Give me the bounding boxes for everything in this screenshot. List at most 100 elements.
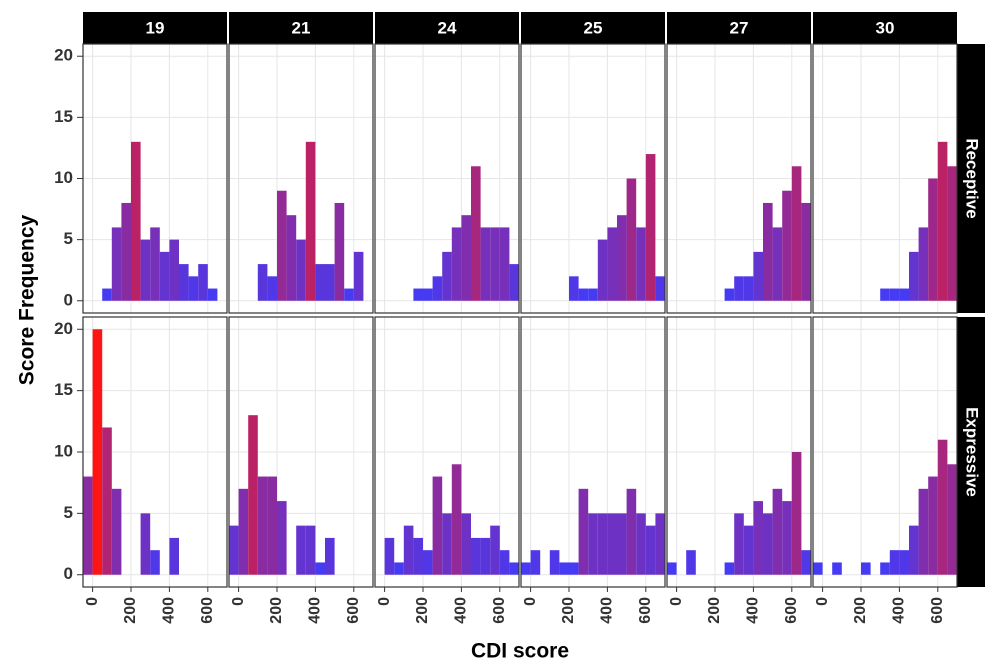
histogram-bar	[451, 227, 462, 301]
histogram-bar	[490, 525, 500, 575]
y-tick-label: 0	[64, 564, 73, 583]
histogram-bar	[198, 264, 208, 301]
histogram-bar	[169, 239, 179, 301]
histogram-bar	[909, 525, 919, 575]
histogram-bar	[471, 166, 481, 301]
histogram-bar	[753, 501, 763, 575]
x-tick-label: 200	[560, 597, 577, 624]
histogram-bar	[480, 227, 491, 301]
histogram-bar	[442, 513, 452, 575]
histogram-bar	[889, 550, 900, 575]
histogram-bar	[490, 227, 500, 301]
x-tick-label: 600	[491, 597, 508, 624]
histogram-bar	[607, 227, 617, 301]
histogram-bar	[111, 227, 122, 301]
histogram-bar	[277, 501, 287, 575]
histogram-bar	[597, 239, 608, 301]
histogram-bar	[899, 288, 909, 301]
histogram-bar	[617, 215, 627, 301]
histogram-bar	[636, 227, 646, 301]
panel-border	[812, 43, 958, 314]
histogram-bar	[267, 276, 277, 301]
panel-border	[520, 316, 666, 588]
histogram-bar	[442, 251, 452, 301]
histogram-bar	[578, 288, 589, 301]
histogram-bar	[403, 525, 414, 575]
histogram-bar	[169, 537, 179, 575]
histogram-bar	[413, 288, 423, 301]
histogram-bar	[928, 476, 938, 575]
histogram-bar	[597, 513, 608, 575]
histogram-bar	[918, 227, 929, 301]
histogram-bar	[947, 166, 957, 301]
histogram-bar	[880, 288, 890, 301]
histogram-bar	[102, 288, 112, 301]
histogram-bar	[461, 215, 471, 301]
x-tick-label: 200	[268, 597, 285, 624]
y-tick-label: 5	[64, 503, 73, 522]
x-tick-label: 400	[599, 597, 616, 624]
histogram-bar	[569, 276, 579, 301]
x-tick-label: 0	[376, 597, 393, 606]
histogram-bar	[791, 452, 802, 575]
x-tick-label: 0	[522, 597, 539, 606]
histogram-bar	[813, 562, 823, 575]
histogram-bar	[645, 525, 656, 575]
histogram-bar	[423, 550, 433, 575]
histogram-bar	[889, 288, 900, 301]
histogram-bar	[150, 550, 160, 575]
histogram-bar	[607, 513, 617, 575]
histogram-bar	[734, 276, 744, 301]
histogram-bar	[763, 513, 773, 575]
histogram-bar	[325, 537, 335, 575]
histogram-bar	[521, 562, 531, 575]
x-tick-label: 200	[414, 597, 431, 624]
facet-strip	[229, 12, 373, 44]
histogram-bar	[772, 227, 783, 301]
x-tick-label: 0	[230, 597, 247, 606]
x-tick-label: 400	[745, 597, 762, 624]
histogram-bar	[305, 525, 316, 575]
histogram-bar	[743, 525, 754, 575]
histogram-bar	[92, 329, 103, 575]
facet-label: 27	[730, 18, 749, 37]
histogram-bar	[509, 562, 519, 575]
histogram-bar	[645, 154, 656, 301]
panel-border	[520, 43, 666, 314]
x-tick-label: 600	[929, 597, 946, 624]
facet-strip	[957, 44, 985, 313]
histogram-bar	[909, 251, 919, 301]
histogram-bar	[569, 562, 579, 575]
histogram-bar	[423, 288, 433, 301]
facet-strip	[667, 12, 811, 44]
histogram-bar	[121, 202, 131, 301]
x-tick-label: 600	[783, 597, 800, 624]
histogram-bar	[257, 476, 268, 575]
panel-border	[228, 316, 374, 588]
y-tick-label: 15	[54, 107, 73, 126]
histogram-bar	[384, 537, 395, 575]
histogram-bar	[530, 550, 541, 575]
histogram-bar	[325, 264, 335, 301]
histogram-bar	[578, 488, 589, 575]
facet-strip	[957, 317, 985, 587]
histogram-bar	[140, 239, 151, 301]
x-axis-title: CDI score	[471, 640, 569, 663]
histogram-bar	[667, 562, 677, 575]
histogram-bar	[257, 264, 268, 301]
histogram-bar	[140, 513, 151, 575]
facet-label: Expressive	[963, 407, 982, 497]
histogram-bar	[315, 562, 325, 575]
x-tick-label: 0	[668, 597, 685, 606]
histogram-bar	[928, 178, 938, 301]
facet-label: Receptive	[963, 138, 982, 218]
histogram-bar	[918, 488, 929, 575]
histogram-bar	[801, 202, 811, 301]
histogram-bar	[559, 562, 569, 575]
histogram-bar	[461, 513, 471, 575]
histogram-bar	[636, 513, 646, 575]
histogram-bar	[286, 215, 297, 301]
histogram-bar	[131, 141, 141, 301]
y-tick-label: 5	[64, 229, 73, 248]
histogram-bar	[617, 513, 627, 575]
